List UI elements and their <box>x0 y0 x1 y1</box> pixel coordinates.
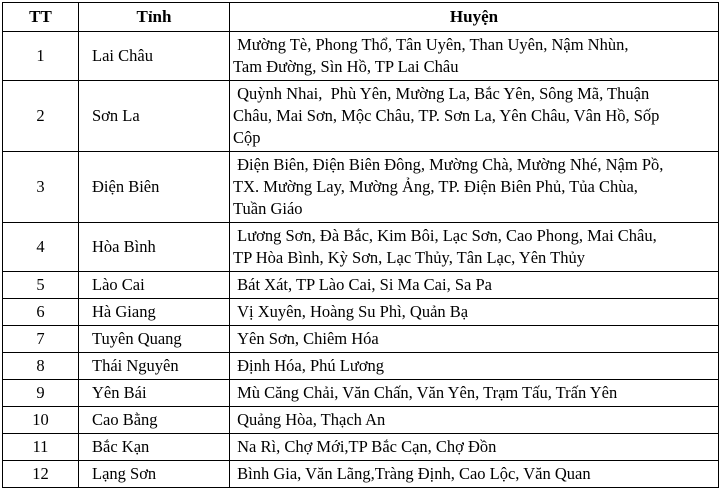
cell-districts: Mù Căng Chải, Văn Chấn, Văn Yên, Trạm Tấ… <box>229 379 719 407</box>
cell-province: Bắc Kạn <box>78 433 230 461</box>
cell-districts: Bát Xát, TP Lào Cai, Si Ma Cai, Sa Pa <box>229 271 719 299</box>
cell-index: 3 <box>2 151 79 223</box>
cell-index: 6 <box>2 298 79 326</box>
table-row: 1 Lai Châu Mường Tè, Phong Thổ, Tân Uyên… <box>2 31 719 81</box>
cell-index: 12 <box>2 460 79 488</box>
table-row: 3 Điện Biên Điện Biên, Điện Biên Đông, M… <box>2 151 719 223</box>
cell-province: Cao Bằng <box>78 406 230 434</box>
column-header-tinh: Tỉnh <box>78 2 230 32</box>
table-row: 4 Hòa Bình Lương Sơn, Đà Bắc, Kim Bôi, L… <box>2 222 719 272</box>
table-body: 1 Lai Châu Mường Tè, Phong Thổ, Tân Uyên… <box>2 31 719 488</box>
cell-index: 9 <box>2 379 79 407</box>
cell-index: 5 <box>2 271 79 299</box>
cell-districts: Lương Sơn, Đà Bắc, Kim Bôi, Lạc Sơn, Cao… <box>229 222 719 272</box>
cell-districts: Định Hóa, Phú Lương <box>229 352 719 380</box>
cell-index: 4 <box>2 222 79 272</box>
cell-districts: Điện Biên, Điện Biên Đông, Mường Chà, Mư… <box>229 151 719 223</box>
cell-index: 7 <box>2 325 79 353</box>
table-row: 9 Yên Bái Mù Căng Chải, Văn Chấn, Văn Yê… <box>2 379 719 407</box>
column-header-huyen: Huyện <box>229 2 719 32</box>
table-row: 7 Tuyên Quang Yên Sơn, Chiêm Hóa <box>2 325 719 353</box>
cell-province: Hòa Bình <box>78 222 230 272</box>
cell-districts: Quỳnh Nhai, Phù Yên, Mường La, Bắc Yên, … <box>229 80 719 152</box>
cell-districts: Na Rì, Chợ Mới,TP Bắc Cạn, Chợ Đồn <box>229 433 719 461</box>
cell-districts: Mường Tè, Phong Thổ, Tân Uyên, Than Uyên… <box>229 31 719 81</box>
cell-province: Tuyên Quang <box>78 325 230 353</box>
cell-index: 1 <box>2 31 79 81</box>
table-row: 11 Bắc Kạn Na Rì, Chợ Mới,TP Bắc Cạn, Ch… <box>2 433 719 461</box>
table-row: 12 Lạng Sơn Bình Gia, Văn Lãng,Tràng Địn… <box>2 460 719 488</box>
cell-province: Lạng Sơn <box>78 460 230 488</box>
cell-districts: Quảng Hòa, Thạch An <box>229 406 719 434</box>
cell-districts: Vị Xuyên, Hoàng Su Phì, Quản Bạ <box>229 298 719 326</box>
cell-districts: Bình Gia, Văn Lãng,Tràng Định, Cao Lộc, … <box>229 460 719 488</box>
table-row: 2 Sơn La Quỳnh Nhai, Phù Yên, Mường La, … <box>2 80 719 152</box>
cell-index: 8 <box>2 352 79 380</box>
table-row: 6 Hà Giang Vị Xuyên, Hoàng Su Phì, Quản … <box>2 298 719 326</box>
table-row: 8 Thái Nguyên Định Hóa, Phú Lương <box>2 352 719 380</box>
cell-province: Điện Biên <box>78 151 230 223</box>
cell-province: Lai Châu <box>78 31 230 81</box>
cell-index: 11 <box>2 433 79 461</box>
cell-province: Thái Nguyên <box>78 352 230 380</box>
cell-index: 10 <box>2 406 79 434</box>
column-header-tt: TT <box>2 2 79 32</box>
table-row: 5 Lào Cai Bát Xát, TP Lào Cai, Si Ma Cai… <box>2 271 719 299</box>
province-district-table: TT Tỉnh Huyện 1 Lai Châu Mường Tè, Phong… <box>2 2 719 488</box>
cell-index: 2 <box>2 80 79 152</box>
table-header-row: TT Tỉnh Huyện <box>2 2 719 32</box>
table-row: 10 Cao Bằng Quảng Hòa, Thạch An <box>2 406 719 434</box>
cell-province: Yên Bái <box>78 379 230 407</box>
cell-province: Sơn La <box>78 80 230 152</box>
cell-province: Hà Giang <box>78 298 230 326</box>
cell-province: Lào Cai <box>78 271 230 299</box>
cell-districts: Yên Sơn, Chiêm Hóa <box>229 325 719 353</box>
